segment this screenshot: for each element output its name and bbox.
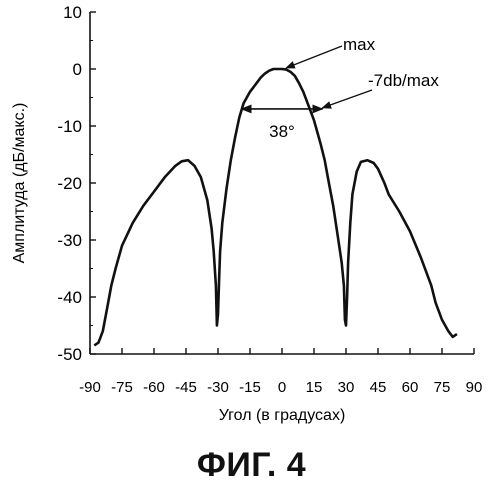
- y-tick-label: -40: [57, 288, 82, 307]
- figure-label: ФИГ. 4: [0, 446, 503, 485]
- db7-pointer: [322, 90, 372, 108]
- x-tick-label: -30: [207, 379, 229, 396]
- axis-ticks: 10 0 -10 -20 -30 -40 -50 -90 -75 -60 -45 -30 -15 0 15 3…: [57, 3, 482, 396]
- y-axis-label: Амплитуда (дБ/макс.): [11, 103, 28, 264]
- y-tick-label: 10: [63, 3, 82, 22]
- x-axis-label: Угол (в градусах): [219, 407, 346, 424]
- y-tick-label: 0: [73, 60, 82, 79]
- max-label: max: [343, 35, 376, 54]
- max-pointer: [286, 46, 342, 68]
- x-tick-label: 30: [338, 379, 355, 396]
- x-tick-label: 75: [434, 379, 451, 396]
- x-tick-label: -45: [175, 379, 197, 396]
- x-tick-label: -90: [79, 379, 101, 396]
- x-tick-label: -75: [111, 379, 133, 396]
- x-tick-label: 90: [466, 379, 483, 396]
- width-label: 38°: [269, 122, 295, 141]
- series-line: [94, 69, 457, 345]
- y-tick-label: -20: [57, 174, 82, 193]
- plot-axes: [90, 12, 474, 354]
- y-tick-label: -30: [57, 231, 82, 250]
- chart-annotations: 38° max -7db/max: [241, 35, 439, 141]
- y-tick-label: -50: [57, 345, 82, 364]
- x-tick-label: 15: [306, 379, 323, 396]
- x-tick-label: 0: [278, 379, 286, 396]
- x-tick-label: -15: [239, 379, 261, 396]
- data-series: [94, 69, 457, 345]
- db7-label: -7db/max: [368, 71, 439, 90]
- x-tick-label: -60: [143, 379, 165, 396]
- x-tick-label: 45: [370, 379, 387, 396]
- y-tick-label: -10: [57, 117, 82, 136]
- x-tick-label: 60: [402, 379, 419, 396]
